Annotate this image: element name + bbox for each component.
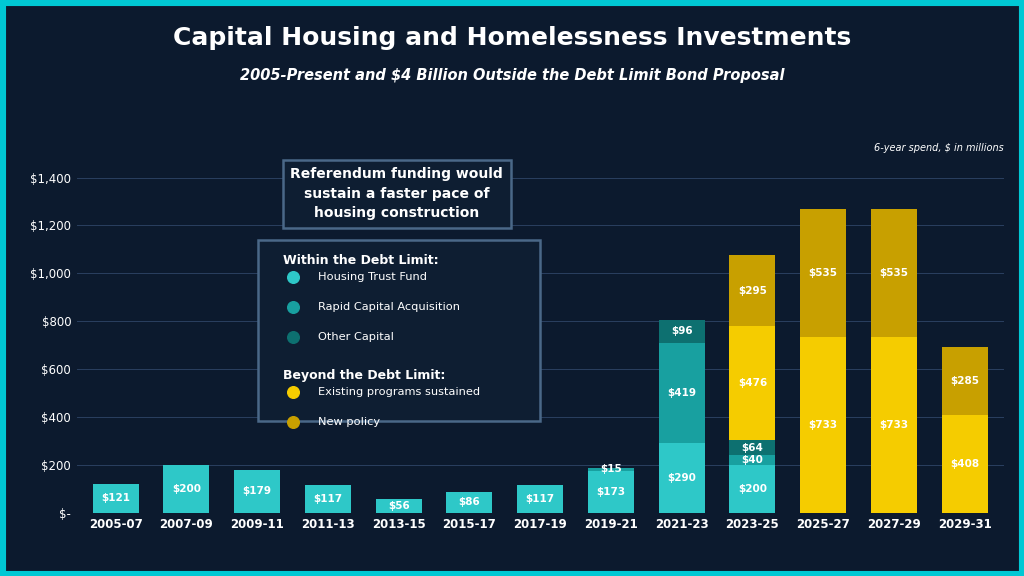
Text: Within the Debt Limit:: Within the Debt Limit: (284, 254, 439, 267)
Text: $179: $179 (243, 486, 271, 496)
Text: $200: $200 (738, 484, 767, 494)
Text: $117: $117 (525, 494, 555, 503)
Text: $408: $408 (950, 459, 979, 469)
Bar (729, 455, 775, 465)
FancyBboxPatch shape (257, 240, 541, 420)
Text: $173: $173 (596, 487, 626, 497)
Point (124, 508, 140, 517)
Bar (729, 255, 775, 326)
Text: $15: $15 (600, 464, 622, 475)
Text: $535: $535 (809, 268, 838, 278)
Bar (588, 471, 634, 513)
Text: Beyond the Debt Limit:: Beyond the Debt Limit: (284, 369, 445, 382)
Bar (446, 492, 493, 513)
Text: Capital Housing and Homelessness Investments: Capital Housing and Homelessness Investm… (173, 26, 851, 50)
Text: $56: $56 (388, 501, 410, 511)
Bar (93, 484, 138, 513)
Bar (729, 326, 775, 440)
Bar (658, 443, 705, 513)
Bar (164, 465, 210, 513)
Text: $117: $117 (313, 494, 342, 503)
Point (124, 508, 140, 517)
Bar (870, 209, 916, 337)
Bar (588, 468, 634, 471)
Bar (870, 337, 916, 513)
Bar (658, 320, 705, 343)
Bar (234, 470, 281, 513)
Text: $419: $419 (668, 388, 696, 398)
Text: $733: $733 (880, 420, 908, 430)
Text: Housing Trust Fund: Housing Trust Fund (317, 272, 427, 282)
Bar (658, 343, 705, 443)
Text: $285: $285 (950, 376, 979, 386)
Text: Other Capital: Other Capital (317, 332, 393, 342)
Text: $476: $476 (737, 378, 767, 388)
Text: Referendum funding would
sustain a faster pace of
housing construction: Referendum funding would sustain a faste… (290, 167, 503, 220)
Text: $86: $86 (459, 497, 480, 507)
Point (124, 508, 140, 517)
Text: $40: $40 (741, 455, 763, 465)
Text: $200: $200 (172, 484, 201, 494)
Text: New policy: New policy (317, 417, 380, 427)
Bar (517, 484, 563, 513)
Bar (729, 465, 775, 513)
Bar (800, 337, 846, 513)
Text: $733: $733 (809, 420, 838, 430)
Bar (942, 347, 987, 415)
Text: $535: $535 (880, 268, 908, 278)
Bar (800, 209, 846, 337)
Text: $295: $295 (738, 286, 767, 295)
Text: 6-year spend, $ in millions: 6-year spend, $ in millions (873, 143, 1004, 153)
Text: $96: $96 (671, 327, 692, 336)
Text: $64: $64 (741, 442, 763, 453)
Bar (942, 415, 987, 513)
Text: 2005-Present and $4 Billion Outside the Debt Limit Bond Proposal: 2005-Present and $4 Billion Outside the … (240, 68, 784, 83)
Bar (305, 484, 351, 513)
Text: $290: $290 (668, 473, 696, 483)
Point (124, 508, 140, 517)
Text: $121: $121 (101, 493, 130, 503)
Point (124, 508, 140, 517)
Text: Existing programs sustained: Existing programs sustained (317, 387, 480, 397)
Text: Rapid Capital Acquisition: Rapid Capital Acquisition (317, 302, 460, 312)
Bar (376, 499, 422, 513)
Bar (729, 440, 775, 455)
